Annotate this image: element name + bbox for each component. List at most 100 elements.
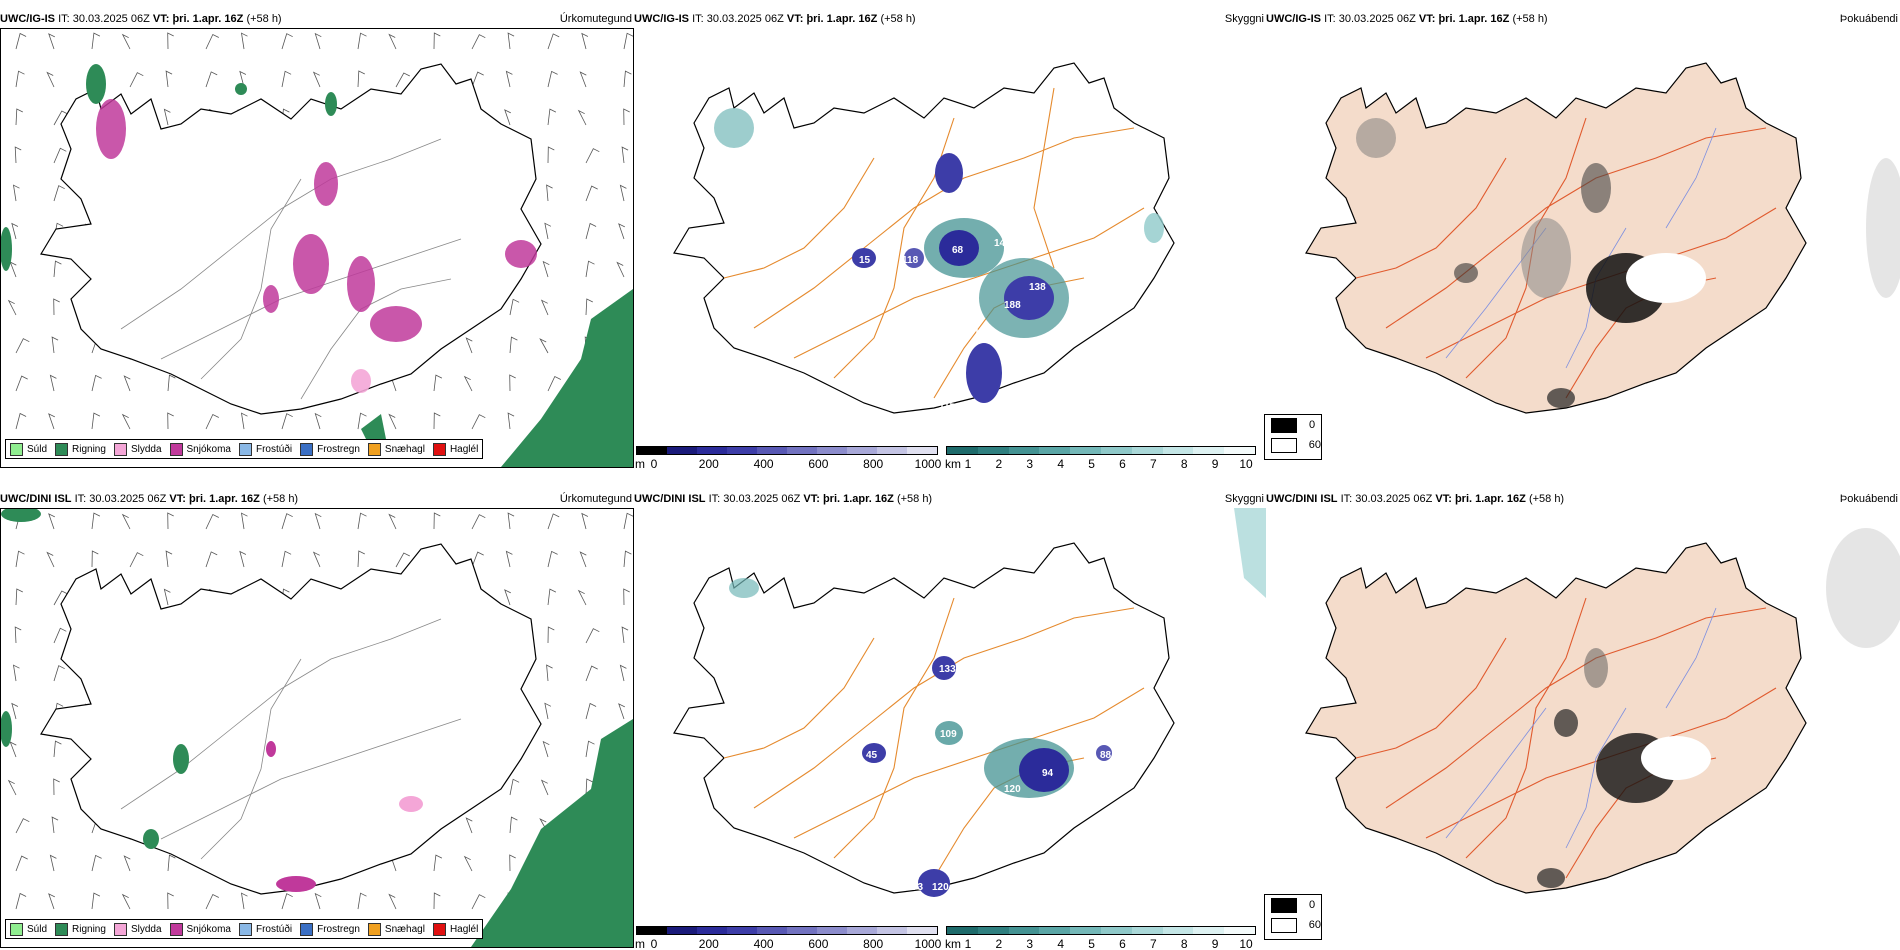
legend-item: Súld [10,922,47,936]
wind-barb [51,336,59,354]
legend-item: Snæhagl [367,922,425,936]
wind-barb [507,412,515,430]
wind-barb [240,892,248,910]
svg-text:115: 115 [939,400,956,411]
scale-tick-label: 3 [1026,457,1034,468]
legend-item: Frostúði [238,922,292,936]
wind-barb [205,551,218,568]
panel-header: UWC/IG-IS IT: 30.03.2025 06Z VT: þri. 1.… [1266,12,1900,28]
wind-barb [509,816,518,834]
wind-barb [281,513,293,530]
scale-color-step [817,447,847,454]
wind-barb [314,32,322,50]
wind-barb [579,551,587,568]
precip-map: Súld Rigning Slydda Snjókoma Frostúði Fr… [0,506,634,948]
wind-barb [91,412,101,430]
wind-barb [463,855,473,872]
wind-barb [618,223,625,240]
fog-legend-bottom: 0 60 [1264,894,1322,940]
scale-color-step [947,447,978,454]
panel-title: Úrkomutegund [559,13,632,25]
it-label: IT: [1324,13,1336,25]
wind-barb [15,32,27,50]
fog-legend-row: 0 [1265,415,1321,435]
scale-tick-label: 5 [1088,457,1095,468]
scale-bar-m [636,446,938,455]
wind-barb [623,588,630,606]
wind-barb [49,374,57,392]
panel-precip-type-top: UWC/IG-IS IT: 30.03.2025 06Z VT: þri. 1.… [0,12,634,468]
legend-item: Slydda [113,922,162,936]
svg-text:118: 118 [902,255,919,266]
scale-color-step [787,447,817,454]
precip-map-svg [0,32,634,467]
wind-barb [433,32,441,50]
wind-barb [167,892,174,910]
lead-time: (+58 h) [1512,13,1548,25]
svg-text:88: 88 [1100,750,1112,761]
wind-barb [507,512,515,530]
visibility-scale-km: km 1 2 3 4 5 6 7 8 9 10 [945,446,1256,468]
scale-tick-label: 10 [1239,457,1253,468]
visibility-areas [714,108,1164,403]
visibility-labels: 133 45 109 94 120 10 88 73 120 [866,664,1112,893]
wind-barb [544,702,552,720]
wind-barb [205,71,218,88]
wind-barb [621,626,629,644]
scale-tick-label: 800 [863,937,884,948]
scale-unit-m: m [635,937,645,948]
panel-precip-type-bottom: UWC/DINI ISL IT: 30.03.2025 06Z VT: þri.… [0,492,634,948]
scale-tick-label: 200 [698,937,719,948]
scale-tick-label: 10 [1239,937,1253,948]
wind-barb [581,32,589,50]
wind-barb [546,184,553,202]
fog-areas [1537,528,1900,888]
wind-barb [471,894,486,910]
legend-item: Slydda [113,442,162,456]
scale-ticks-km: 1 2 3 4 5 6 7 8 9 10 [946,937,1256,948]
visibility-scale-km: km 1 2 3 4 5 6 7 8 9 10 [945,926,1256,948]
vt-label: VT: [803,493,820,505]
scale-tick-label: 1 [964,457,972,468]
wind-barb [14,146,22,164]
wind-barb [281,70,292,88]
scale-tick-label: 200 [698,457,719,468]
scale-color-step [637,447,667,454]
fog-legend-row: 60 [1265,435,1321,455]
it-value: 30.03.2025 06Z [706,13,784,25]
fog-swatch-white [1271,437,1297,453]
scale-tick-label: 400 [753,457,774,468]
wind-barb [48,513,55,530]
wind-barb [542,740,550,758]
swatch-sudl [10,442,23,456]
scale-bar-km [946,926,1256,935]
wind-barb [46,71,55,88]
scale-tick-label: 9 [1211,937,1219,948]
wind-barb [53,185,65,202]
vt-value: þri. 1.apr. 16Z [172,13,244,25]
svg-text:120: 120 [932,882,949,893]
swatch-snjokoma [169,922,183,936]
wind-barb [7,779,17,796]
legend-item: Haglél [432,922,478,936]
scale-color-step [1224,927,1255,934]
wind-barb [91,32,101,50]
legend-item: Frostúði [238,442,292,456]
scale-color-step [637,927,667,934]
wind-barb [15,338,30,354]
model-name: UWC/IG-IS [1266,13,1321,25]
wind-barb [505,70,513,88]
wind-barb [585,778,593,796]
scale-color-step [757,927,787,934]
wind-barb [121,513,131,530]
wind-barb [618,703,625,720]
scale-unit-km: km [945,937,961,948]
visibility-scale-m: m 0 200 400 600 800 1000 [635,446,941,468]
vt-label: VT: [169,493,186,505]
wind-barb [91,374,102,392]
model-name: UWC/DINI ISL [0,493,72,505]
wind-barb [579,71,587,88]
wind-barb [395,72,410,88]
it-label: IT: [74,493,87,505]
wind-barb [123,855,131,872]
